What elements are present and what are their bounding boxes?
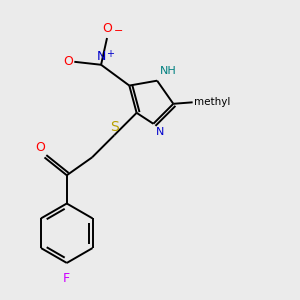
Text: N: N (156, 127, 165, 137)
Text: NH: NH (160, 66, 177, 76)
Text: F: F (63, 272, 70, 285)
Text: +: + (106, 50, 114, 59)
Text: methyl: methyl (194, 97, 230, 107)
Text: O: O (102, 22, 112, 35)
Text: O: O (63, 55, 73, 68)
Text: S: S (110, 120, 119, 134)
Text: N: N (96, 50, 106, 63)
Text: −: − (114, 26, 123, 36)
Text: O: O (35, 142, 45, 154)
